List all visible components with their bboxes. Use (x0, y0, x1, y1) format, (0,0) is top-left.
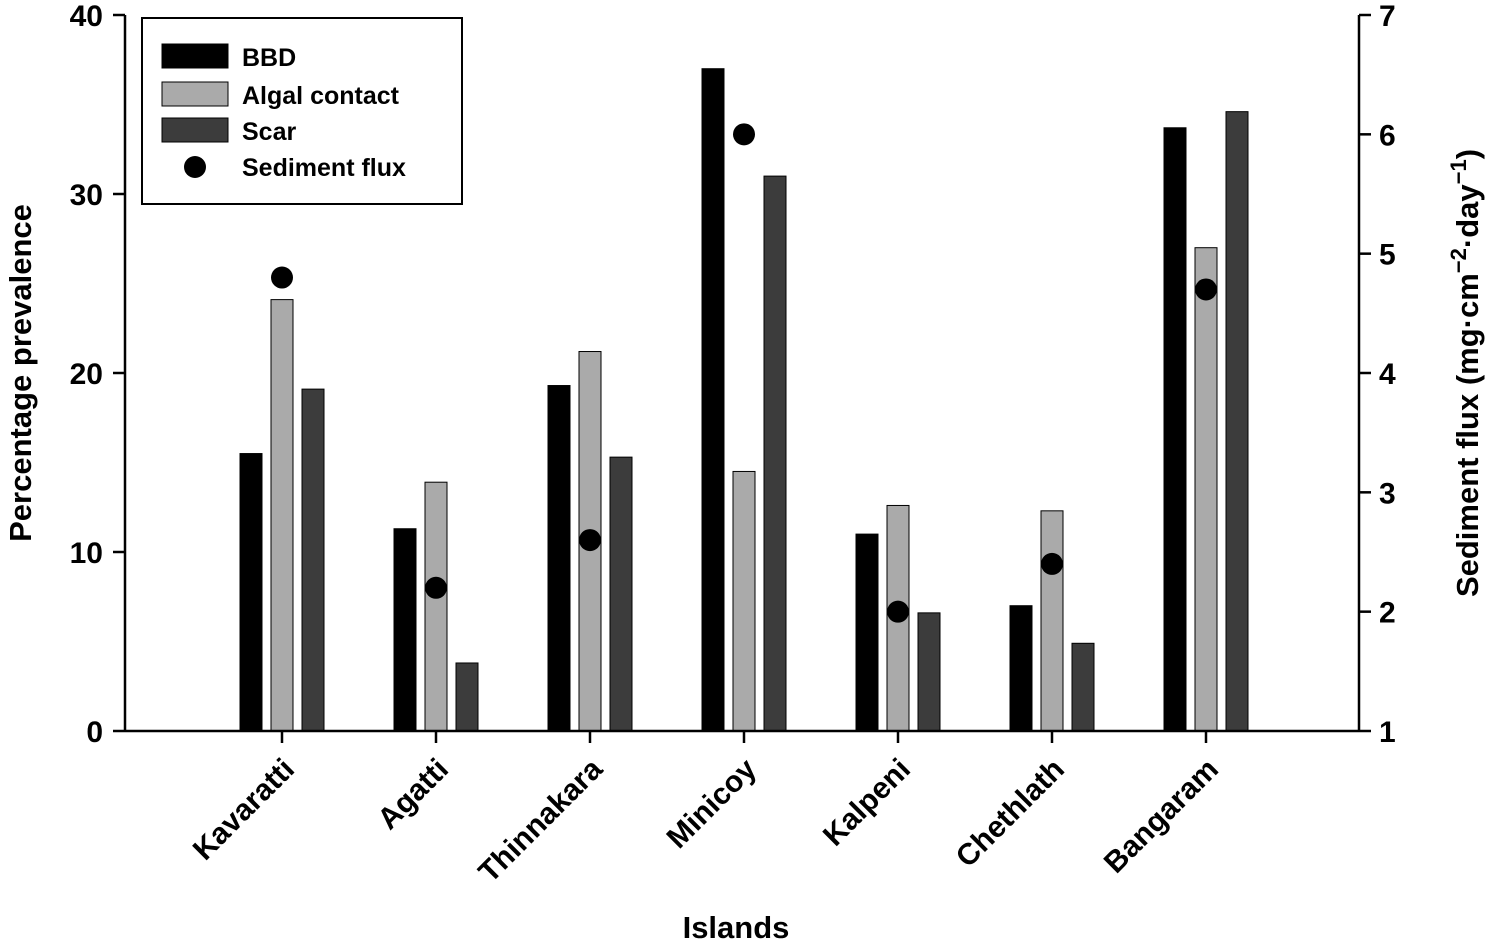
right-tick-label-7: 7 (1379, 0, 1396, 33)
bar-algal-contact-agatti (424, 481, 448, 732)
right-tick-label-5: 5 (1379, 239, 1396, 272)
y-axis-title: Percentage prevalence (3, 204, 38, 542)
legend: BBD Algal contact Scar Sediment flux (141, 17, 463, 205)
x-tick-label-agatti: Agatti (372, 753, 455, 836)
x-ticks: Kavaratti Agatti Thinnakara Minicoy Kalpeni C… (187, 731, 1225, 889)
legend-swatch-scar (161, 117, 229, 143)
bar-bbd-thinnakara (547, 385, 571, 732)
bar-bbd-kavaratti (239, 453, 263, 732)
bar-scar-bangaram (1225, 111, 1249, 732)
x-tick-label-thinnakara: Thinnakara (472, 752, 609, 889)
bar-bbd-chethlath (1009, 605, 1033, 732)
left-y-ticks: 0 10 20 30 40 (70, 0, 125, 749)
y2-axis-title: Sediment flux (mg·cm−2·day−1) (1446, 149, 1485, 597)
legend-label-sediment-flux: Sediment flux (242, 154, 406, 182)
y2-axis-title-end: ) (1450, 149, 1485, 159)
x-tick-label-kalpeni: Kalpeni (817, 753, 917, 853)
x-tick-label-chethlath: Chethlath (950, 753, 1071, 874)
x-tick-label-kavaratti: Kavaratti (187, 753, 301, 867)
right-tick-label-2: 2 (1379, 597, 1396, 630)
left-tick-label-20: 20 (70, 358, 103, 391)
right-tick-label-6: 6 (1379, 119, 1396, 152)
point-sediment-flux-bangaram (1195, 278, 1217, 301)
bar-algal-contact-kavaratti (270, 299, 294, 732)
right-y-ticks: 1 2 3 4 5 6 7 (1359, 0, 1396, 749)
point-sediment-flux-kalpeni (887, 600, 909, 623)
left-tick-label-10: 10 (70, 537, 103, 570)
points-layer (271, 123, 1217, 623)
bar-scar-kavaratti (301, 388, 325, 732)
x-axis-title: Islands (683, 910, 790, 944)
legend-marker-sediment-flux (184, 156, 206, 178)
bar-bbd-agatti (393, 528, 417, 732)
legend-swatch-algal-contact (161, 81, 229, 107)
x-tick-label-minicoy: Minicoy (661, 752, 764, 855)
bar-algal-contact-bangaram (1194, 247, 1218, 732)
legend-swatch-bbd (161, 43, 229, 69)
point-sediment-flux-agatti (425, 576, 447, 599)
bar-bbd-kalpeni (855, 533, 879, 732)
right-tick-label-1: 1 (1379, 716, 1396, 749)
bar-scar-kalpeni (917, 612, 941, 732)
right-tick-label-3: 3 (1379, 477, 1396, 510)
bar-scar-thinnakara (609, 456, 633, 732)
point-sediment-flux-chethlath (1041, 552, 1063, 575)
bar-scar-chethlath (1071, 642, 1095, 732)
left-tick-label-40: 40 (70, 0, 103, 33)
bar-scar-minicoy (763, 175, 787, 732)
bar-bbd-minicoy (701, 68, 725, 732)
bar-algal-contact-minicoy (732, 470, 756, 732)
right-tick-label-4: 4 (1379, 358, 1396, 391)
bars-layer (239, 68, 1249, 732)
point-sediment-flux-thinnakara (579, 529, 601, 552)
bar-scar-agatti (455, 662, 479, 732)
x-tick-label-bangaram: Bangaram (1098, 753, 1225, 880)
y2-axis-title-mid: ·day (1450, 184, 1485, 249)
left-tick-label-30: 30 (70, 179, 103, 212)
point-sediment-flux-kavaratti (271, 266, 293, 289)
legend-label-bbd: BBD (242, 44, 296, 72)
bar-bbd-bangaram (1163, 127, 1187, 732)
y2-axis-title-exp1: −2 (1446, 248, 1471, 273)
point-sediment-flux-minicoy (733, 123, 755, 146)
left-tick-label-0: 0 (86, 716, 103, 749)
y2-axis-title-main: Sediment flux (mg·cm (1450, 273, 1485, 597)
bar-algal-contact-chethlath (1040, 510, 1064, 732)
y2-axis-title-exp2: −1 (1446, 159, 1471, 184)
legend-label-scar: Scar (242, 118, 296, 146)
legend-label-algal-contact: Algal contact (242, 82, 400, 110)
